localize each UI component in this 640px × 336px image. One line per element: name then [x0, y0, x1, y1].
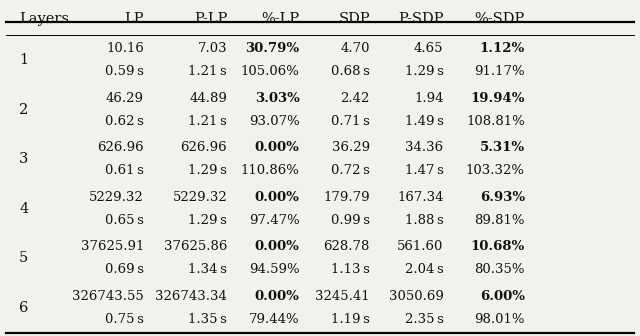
Text: Layers: Layers [19, 12, 69, 26]
Text: 2.04 s: 2.04 s [404, 263, 444, 276]
Text: 1.35 s: 1.35 s [188, 313, 227, 326]
Text: 1.12%: 1.12% [479, 42, 525, 55]
Text: 628.78: 628.78 [324, 240, 370, 253]
Text: 91.17%: 91.17% [474, 65, 525, 78]
Text: %-SDP: %-SDP [474, 12, 525, 26]
Text: 36.29: 36.29 [332, 141, 370, 154]
Text: 10.68%: 10.68% [470, 240, 525, 253]
Text: 3.03%: 3.03% [255, 92, 300, 105]
Text: 5229.32: 5229.32 [89, 191, 144, 204]
Text: 37625.91: 37625.91 [81, 240, 144, 253]
Text: 1.21 s: 1.21 s [188, 115, 227, 128]
Text: SDP: SDP [339, 12, 370, 26]
Text: 19.94%: 19.94% [470, 92, 525, 105]
Text: 79.44%: 79.44% [249, 313, 300, 326]
Text: 1.19 s: 1.19 s [331, 313, 370, 326]
Text: P-LP: P-LP [194, 12, 227, 26]
Text: LP: LP [125, 12, 144, 26]
Text: 0.00%: 0.00% [255, 141, 300, 154]
Text: 561.60: 561.60 [397, 240, 444, 253]
Text: 1.13 s: 1.13 s [331, 263, 370, 276]
Text: 30.79%: 30.79% [245, 42, 300, 55]
Text: 46.29: 46.29 [106, 92, 144, 105]
Text: 10.16: 10.16 [106, 42, 144, 55]
Text: %-LP: %-LP [261, 12, 300, 26]
Text: 0.00%: 0.00% [255, 290, 300, 303]
Text: 94.59%: 94.59% [249, 263, 300, 276]
Text: 1: 1 [19, 53, 28, 67]
Text: 103.32%: 103.32% [466, 164, 525, 177]
Text: 0.68 s: 0.68 s [331, 65, 370, 78]
Text: 1.47 s: 1.47 s [404, 164, 444, 177]
Text: 1.21 s: 1.21 s [188, 65, 227, 78]
Text: 7.03: 7.03 [198, 42, 227, 55]
Text: 0.71 s: 0.71 s [331, 115, 370, 128]
Text: 6.93%: 6.93% [479, 191, 525, 204]
Text: 97.47%: 97.47% [249, 214, 300, 227]
Text: 0.62 s: 0.62 s [105, 115, 144, 128]
Text: 1.94: 1.94 [414, 92, 444, 105]
Text: 6.00%: 6.00% [480, 290, 525, 303]
Text: 1.88 s: 1.88 s [404, 214, 444, 227]
Text: 1.29 s: 1.29 s [404, 65, 444, 78]
Text: 167.34: 167.34 [397, 191, 444, 204]
Text: 0.69 s: 0.69 s [105, 263, 144, 276]
Text: 4: 4 [19, 202, 28, 216]
Text: 0.99 s: 0.99 s [331, 214, 370, 227]
Text: 3050.69: 3050.69 [388, 290, 444, 303]
Text: P-SDP: P-SDP [398, 12, 444, 26]
Text: 98.01%: 98.01% [474, 313, 525, 326]
Text: 6: 6 [19, 301, 29, 315]
Text: 37625.86: 37625.86 [164, 240, 227, 253]
Text: 93.07%: 93.07% [249, 115, 300, 128]
Text: 1.34 s: 1.34 s [188, 263, 227, 276]
Text: 626.96: 626.96 [97, 141, 144, 154]
Text: 626.96: 626.96 [180, 141, 227, 154]
Text: 0.59 s: 0.59 s [105, 65, 144, 78]
Text: 0.61 s: 0.61 s [105, 164, 144, 177]
Text: 110.86%: 110.86% [241, 164, 300, 177]
Text: 5229.32: 5229.32 [172, 191, 227, 204]
Text: 0.00%: 0.00% [255, 191, 300, 204]
Text: 4.70: 4.70 [340, 42, 370, 55]
Text: 179.79: 179.79 [323, 191, 370, 204]
Text: 326743.55: 326743.55 [72, 290, 144, 303]
Text: 89.81%: 89.81% [474, 214, 525, 227]
Text: 1.29 s: 1.29 s [188, 214, 227, 227]
Text: 3245.41: 3245.41 [316, 290, 370, 303]
Text: 1.49 s: 1.49 s [404, 115, 444, 128]
Text: 2: 2 [19, 102, 28, 117]
Text: 34.36: 34.36 [405, 141, 444, 154]
Text: 2.35 s: 2.35 s [404, 313, 444, 326]
Text: 0.00%: 0.00% [255, 240, 300, 253]
Text: 44.89: 44.89 [189, 92, 227, 105]
Text: 5.31%: 5.31% [479, 141, 525, 154]
Text: 0.75 s: 0.75 s [105, 313, 144, 326]
Text: 2.42: 2.42 [340, 92, 370, 105]
Text: 5: 5 [19, 251, 28, 265]
Text: 105.06%: 105.06% [241, 65, 300, 78]
Text: 108.81%: 108.81% [466, 115, 525, 128]
Text: 3: 3 [19, 152, 29, 166]
Text: 1.29 s: 1.29 s [188, 164, 227, 177]
Text: 0.72 s: 0.72 s [331, 164, 370, 177]
Text: 0.65 s: 0.65 s [105, 214, 144, 227]
Text: 4.65: 4.65 [414, 42, 444, 55]
Text: 326743.34: 326743.34 [156, 290, 227, 303]
Text: 80.35%: 80.35% [474, 263, 525, 276]
